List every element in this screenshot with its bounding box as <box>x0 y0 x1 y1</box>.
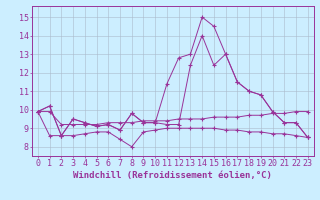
X-axis label: Windchill (Refroidissement éolien,°C): Windchill (Refroidissement éolien,°C) <box>73 171 272 180</box>
